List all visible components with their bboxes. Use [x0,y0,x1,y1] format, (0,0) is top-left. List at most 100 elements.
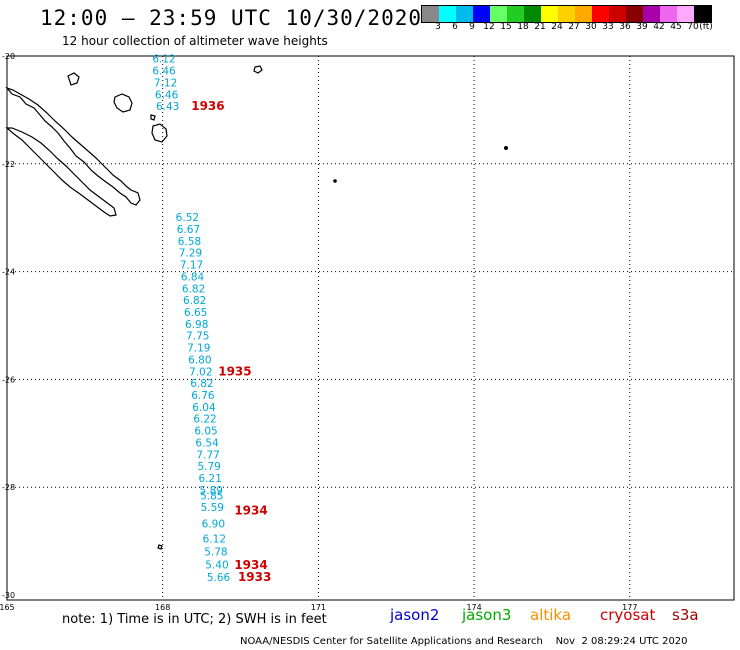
latitude-tick-label: -28 [2,483,15,492]
wave-height-value: 6.90 [202,518,225,530]
wave-height-value: 6.12 [203,533,226,545]
wave-height-value: 6.65 [184,307,207,319]
latitude-tick-label: -22 [2,160,15,169]
wave-height-value: 6.82 [183,295,206,307]
color-scale-label: 33 [602,22,614,32]
latitude-tick-label: -24 [2,268,15,277]
wave-height-value: 6.21 [199,473,222,485]
tiga-island [150,114,156,121]
latitude-tick-label: -26 [2,375,15,384]
longitude-tick-label: 171 [311,603,326,612]
color-swatch [643,6,660,22]
lifou-island [113,93,133,113]
color-scale-label: 21 [534,22,546,32]
wave-height-value: 7.29 [179,248,202,260]
wave-height-value: 6.58 [178,236,201,248]
wave-height-value: 7.02 [189,366,212,378]
new-caledonia-coast [5,86,141,206]
color-scale-bar [421,5,712,23]
wave-height-value: 7.75 [186,331,209,343]
wave-height-value: 6.12 [152,54,175,66]
mare-island [151,123,168,143]
color-swatch [677,6,694,22]
page-subtitle: 12 hour collection of altimeter wave hei… [62,34,328,48]
wave-height-value: 5.78 [204,546,227,558]
color-scale-label: 70 [687,22,699,32]
new-caledonia-south-coast [5,127,117,217]
wave-height-value: 6.98 [185,319,208,331]
color-swatch [507,6,524,22]
wave-height-value: 6.84 [181,271,205,283]
color-swatch [422,6,439,22]
wave-height-value: 5.40 [205,559,228,571]
wave-height-value: 6.67 [177,224,200,236]
color-swatch [558,6,575,22]
wave-height-value: 7.17 [180,260,203,272]
footer-credit: NOAA/NESDIS Center for Satellite Applica… [240,636,688,647]
color-scale-labels: 3 6 9 12 15 18 21 24 27 30 33 36 39 42 45 70 (ft) [421,22,740,34]
wave-height-value: 5.79 [197,461,220,473]
pass-time-label: 1934 [234,558,267,572]
color-swatch [660,6,677,22]
wave-height-value: 5.89 [200,485,223,497]
wave-height-value: 6.76 [191,390,215,402]
walpole-island [253,65,263,74]
satellite-legend-altika: altika [530,606,572,624]
color-swatch [609,6,626,22]
wave-height-value: 6.82 [190,378,213,390]
wave-height-value: 7.12 [154,77,177,89]
color-scale-label: 27 [568,22,580,32]
color-swatch [439,6,456,22]
pass-time-label: 1935 [218,364,251,378]
wave-height-value: 7.77 [196,449,219,461]
map-frame [6,55,735,601]
longitude-tick-label: 165 [0,603,15,612]
color-swatch [456,6,473,22]
color-scale-label: 36 [619,22,631,32]
color-swatch [490,6,507,22]
page-title: 12:00 – 23:59 UTC 10/30/2020 [40,6,423,30]
wave-height-value: 6.80 [188,354,211,366]
latitude-tick-label: -30 [2,591,15,600]
matthew-island [504,146,509,151]
color-scale-label: 6 [452,22,458,32]
color-scale-label: (ft) [699,22,713,32]
color-scale-label: 15 [500,22,512,32]
wave-height-value: 5.59 [201,502,224,514]
hunter-island [333,179,337,183]
color-scale-label: 39 [636,22,648,32]
color-scale-label: 45 [670,22,682,32]
longitude-tick-label: 174 [466,603,481,612]
color-scale-label: 18 [517,22,529,32]
wave-height-value: 6.04 [192,402,216,414]
color-swatch [541,6,558,22]
ouvea-island [67,72,80,86]
coastline [5,65,509,550]
pass-time-label: 1936 [191,99,224,113]
map-grid [7,56,734,600]
color-scale-label: 3 [435,22,441,32]
satellite-legend-s3a: s3a [672,606,699,624]
color-scale-label: 9 [469,22,475,32]
satellite-legend-cryosat: cryosat [600,606,656,624]
color-scale-label: 12 [483,22,495,32]
wave-height-value: 6.43 [156,101,179,113]
color-swatch [524,6,541,22]
color-swatch [694,6,711,22]
wave-height-value: 6.52 [176,212,199,224]
wave-height-value: 5.85 [200,490,223,502]
wave-height-value: 6.46 [155,89,179,101]
wave-height-value: 6.22 [193,414,216,426]
wave-height-value: 6.05 [194,426,217,438]
color-swatch [575,6,592,22]
footer-note: note: 1) Time is in UTC; 2) SWH is in fe… [62,612,327,627]
wave-height-value: 7.19 [187,343,210,355]
wave-height-labels: 6.126.467.126.466.436.526.676.587.297.17… [152,54,230,585]
color-swatch [473,6,490,22]
color-scale-label: 24 [551,22,563,32]
pass-time-label: 1934 [234,503,267,517]
color-scale-label: 30 [585,22,597,32]
axis-labels: 165 168 171 174 177 -20 -22 -24 -26 -28 -30 [0,52,637,612]
wave-height-value: 6.54 [195,437,219,449]
